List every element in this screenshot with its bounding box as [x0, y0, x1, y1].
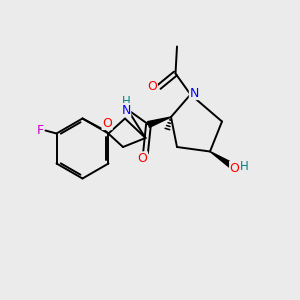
Polygon shape: [210, 152, 237, 171]
Polygon shape: [148, 117, 171, 127]
Text: O: O: [148, 80, 157, 94]
Text: O: O: [102, 116, 112, 130]
Text: H: H: [240, 160, 249, 173]
Text: N: N: [189, 86, 199, 100]
Text: O: O: [230, 161, 239, 175]
Text: N: N: [121, 103, 131, 117]
Text: O: O: [138, 152, 147, 165]
Text: F: F: [37, 124, 44, 137]
Text: H: H: [122, 94, 130, 108]
